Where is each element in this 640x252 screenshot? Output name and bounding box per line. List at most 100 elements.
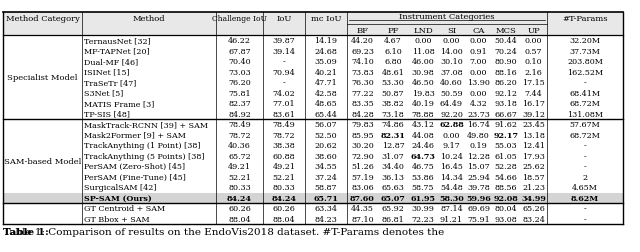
Text: Table 1: Comparison of results on the EndoVis2018 dataset. #T-Params denotes the: Table 1: Comparison of results on the En… <box>3 227 444 236</box>
Text: MaskTrack-RCNN [39] + SAM: MaskTrack-RCNN [39] + SAM <box>84 121 208 129</box>
Text: 53.86: 53.86 <box>412 173 435 181</box>
Text: PF: PF <box>387 26 399 34</box>
Text: 79.83: 79.83 <box>351 121 374 129</box>
Text: 80.33: 80.33 <box>228 183 251 192</box>
Text: 78.72: 78.72 <box>228 131 251 139</box>
Text: 46.50: 46.50 <box>412 79 435 87</box>
Text: 0.00: 0.00 <box>443 37 460 45</box>
Text: 0.91: 0.91 <box>470 48 488 55</box>
Text: UP: UP <box>527 26 540 34</box>
Text: 91.21: 91.21 <box>440 215 463 223</box>
Text: 83.24: 83.24 <box>522 215 545 223</box>
Text: 68.72M: 68.72M <box>570 131 600 139</box>
Text: 19.83: 19.83 <box>412 89 435 97</box>
Text: 2.16: 2.16 <box>525 69 543 76</box>
Text: -: - <box>584 142 586 150</box>
Text: 65.26: 65.26 <box>522 204 545 212</box>
Text: 50.59: 50.59 <box>440 89 463 97</box>
Text: 35.09: 35.09 <box>315 58 337 66</box>
Text: 14.34: 14.34 <box>440 173 463 181</box>
Text: 51.26: 51.26 <box>351 163 374 171</box>
Text: 44.08: 44.08 <box>412 131 435 139</box>
Text: 69.23: 69.23 <box>351 48 374 55</box>
Text: mc IoU: mc IoU <box>311 15 341 23</box>
Text: TP-SIS [48]: TP-SIS [48] <box>84 110 130 118</box>
Text: 54.48: 54.48 <box>440 183 463 192</box>
Text: 64.49: 64.49 <box>440 100 463 108</box>
Text: TraSeTr [47]: TraSeTr [47] <box>84 79 136 87</box>
Text: 31.07: 31.07 <box>381 152 404 160</box>
Text: 65.07: 65.07 <box>381 194 405 202</box>
Text: SAM-based Model: SAM-based Model <box>4 158 81 165</box>
Text: 76.30: 76.30 <box>351 79 374 87</box>
Text: Method Category: Method Category <box>6 15 79 23</box>
Text: 84.24: 84.24 <box>271 194 296 202</box>
Text: 82.31: 82.31 <box>381 131 406 139</box>
Text: 87.60: 87.60 <box>350 194 375 202</box>
Text: -: - <box>283 79 285 87</box>
Text: 23.73: 23.73 <box>467 110 490 118</box>
Text: 77.22: 77.22 <box>351 89 374 97</box>
Text: 80.90: 80.90 <box>495 58 517 66</box>
Text: 91.62: 91.62 <box>495 121 518 129</box>
Text: 39.87: 39.87 <box>273 37 296 45</box>
Text: 0.19: 0.19 <box>470 142 488 150</box>
Text: 60.26: 60.26 <box>228 204 251 212</box>
Text: -: - <box>584 79 586 87</box>
Text: 40.36: 40.36 <box>228 142 251 150</box>
Text: 84.23: 84.23 <box>315 215 337 223</box>
Text: SP-SAM (Ours): SP-SAM (Ours) <box>84 194 152 202</box>
Text: #T-Params: #T-Params <box>563 15 608 23</box>
Text: 7.00: 7.00 <box>470 58 487 66</box>
Text: 4.32: 4.32 <box>470 100 488 108</box>
Text: 56.07: 56.07 <box>315 121 337 129</box>
Text: 86.20: 86.20 <box>495 79 517 87</box>
Text: 66.67: 66.67 <box>495 110 517 118</box>
Text: 0.00: 0.00 <box>470 37 487 45</box>
Text: 72.23: 72.23 <box>412 215 435 223</box>
Text: Method: Method <box>132 15 165 23</box>
Text: 20.62: 20.62 <box>315 142 337 150</box>
Text: 48.61: 48.61 <box>381 69 404 76</box>
Text: 16.17: 16.17 <box>522 100 545 108</box>
Text: 49.21: 49.21 <box>228 163 251 171</box>
Text: 12.87: 12.87 <box>381 142 404 150</box>
Text: 69.69: 69.69 <box>467 204 490 212</box>
Text: 36.13: 36.13 <box>381 173 404 181</box>
Text: 70.94: 70.94 <box>273 69 296 76</box>
Text: TernausNet [32]: TernausNet [32] <box>84 37 151 45</box>
Text: GT Centroid + SAM: GT Centroid + SAM <box>84 204 165 212</box>
Text: 77.01: 77.01 <box>273 100 295 108</box>
Text: 47.71: 47.71 <box>315 79 337 87</box>
Text: 44.20: 44.20 <box>351 37 374 45</box>
Text: 24.46: 24.46 <box>412 142 435 150</box>
Text: 53.30: 53.30 <box>381 79 404 87</box>
Text: 46.75: 46.75 <box>412 163 435 171</box>
Text: 39.78: 39.78 <box>467 183 490 192</box>
Text: 58.75: 58.75 <box>412 183 435 192</box>
Text: -: - <box>584 215 586 223</box>
Text: 64.73: 64.73 <box>411 152 435 160</box>
Text: 46.22: 46.22 <box>228 37 251 45</box>
Text: 92.12: 92.12 <box>495 89 518 97</box>
Text: MCS: MCS <box>495 26 516 34</box>
Text: 38.60: 38.60 <box>315 152 337 160</box>
Text: 83.06: 83.06 <box>351 183 374 192</box>
Text: 80.04: 80.04 <box>495 204 517 212</box>
Text: 42.58: 42.58 <box>315 89 337 97</box>
Text: 40.19: 40.19 <box>412 100 435 108</box>
Text: 49.80: 49.80 <box>467 131 490 139</box>
Text: Challenge IoU: Challenge IoU <box>212 15 267 23</box>
Text: 73.03: 73.03 <box>228 69 251 76</box>
Text: TrackAnything (1 Point) [38]: TrackAnything (1 Point) [38] <box>84 142 200 150</box>
Text: 65.44: 65.44 <box>315 110 337 118</box>
Text: 0.57: 0.57 <box>525 48 542 55</box>
Text: 88.16: 88.16 <box>495 69 517 76</box>
Text: 162.52M: 162.52M <box>567 69 603 76</box>
Text: 24.68: 24.68 <box>315 48 337 55</box>
Text: 13.18: 13.18 <box>522 131 545 139</box>
Text: 84.92: 84.92 <box>228 110 251 118</box>
Text: 131.08M: 131.08M <box>567 110 603 118</box>
Text: 92.20: 92.20 <box>440 110 463 118</box>
Text: PerSAM (Zero-Shot) [45]: PerSAM (Zero-Shot) [45] <box>84 163 185 171</box>
